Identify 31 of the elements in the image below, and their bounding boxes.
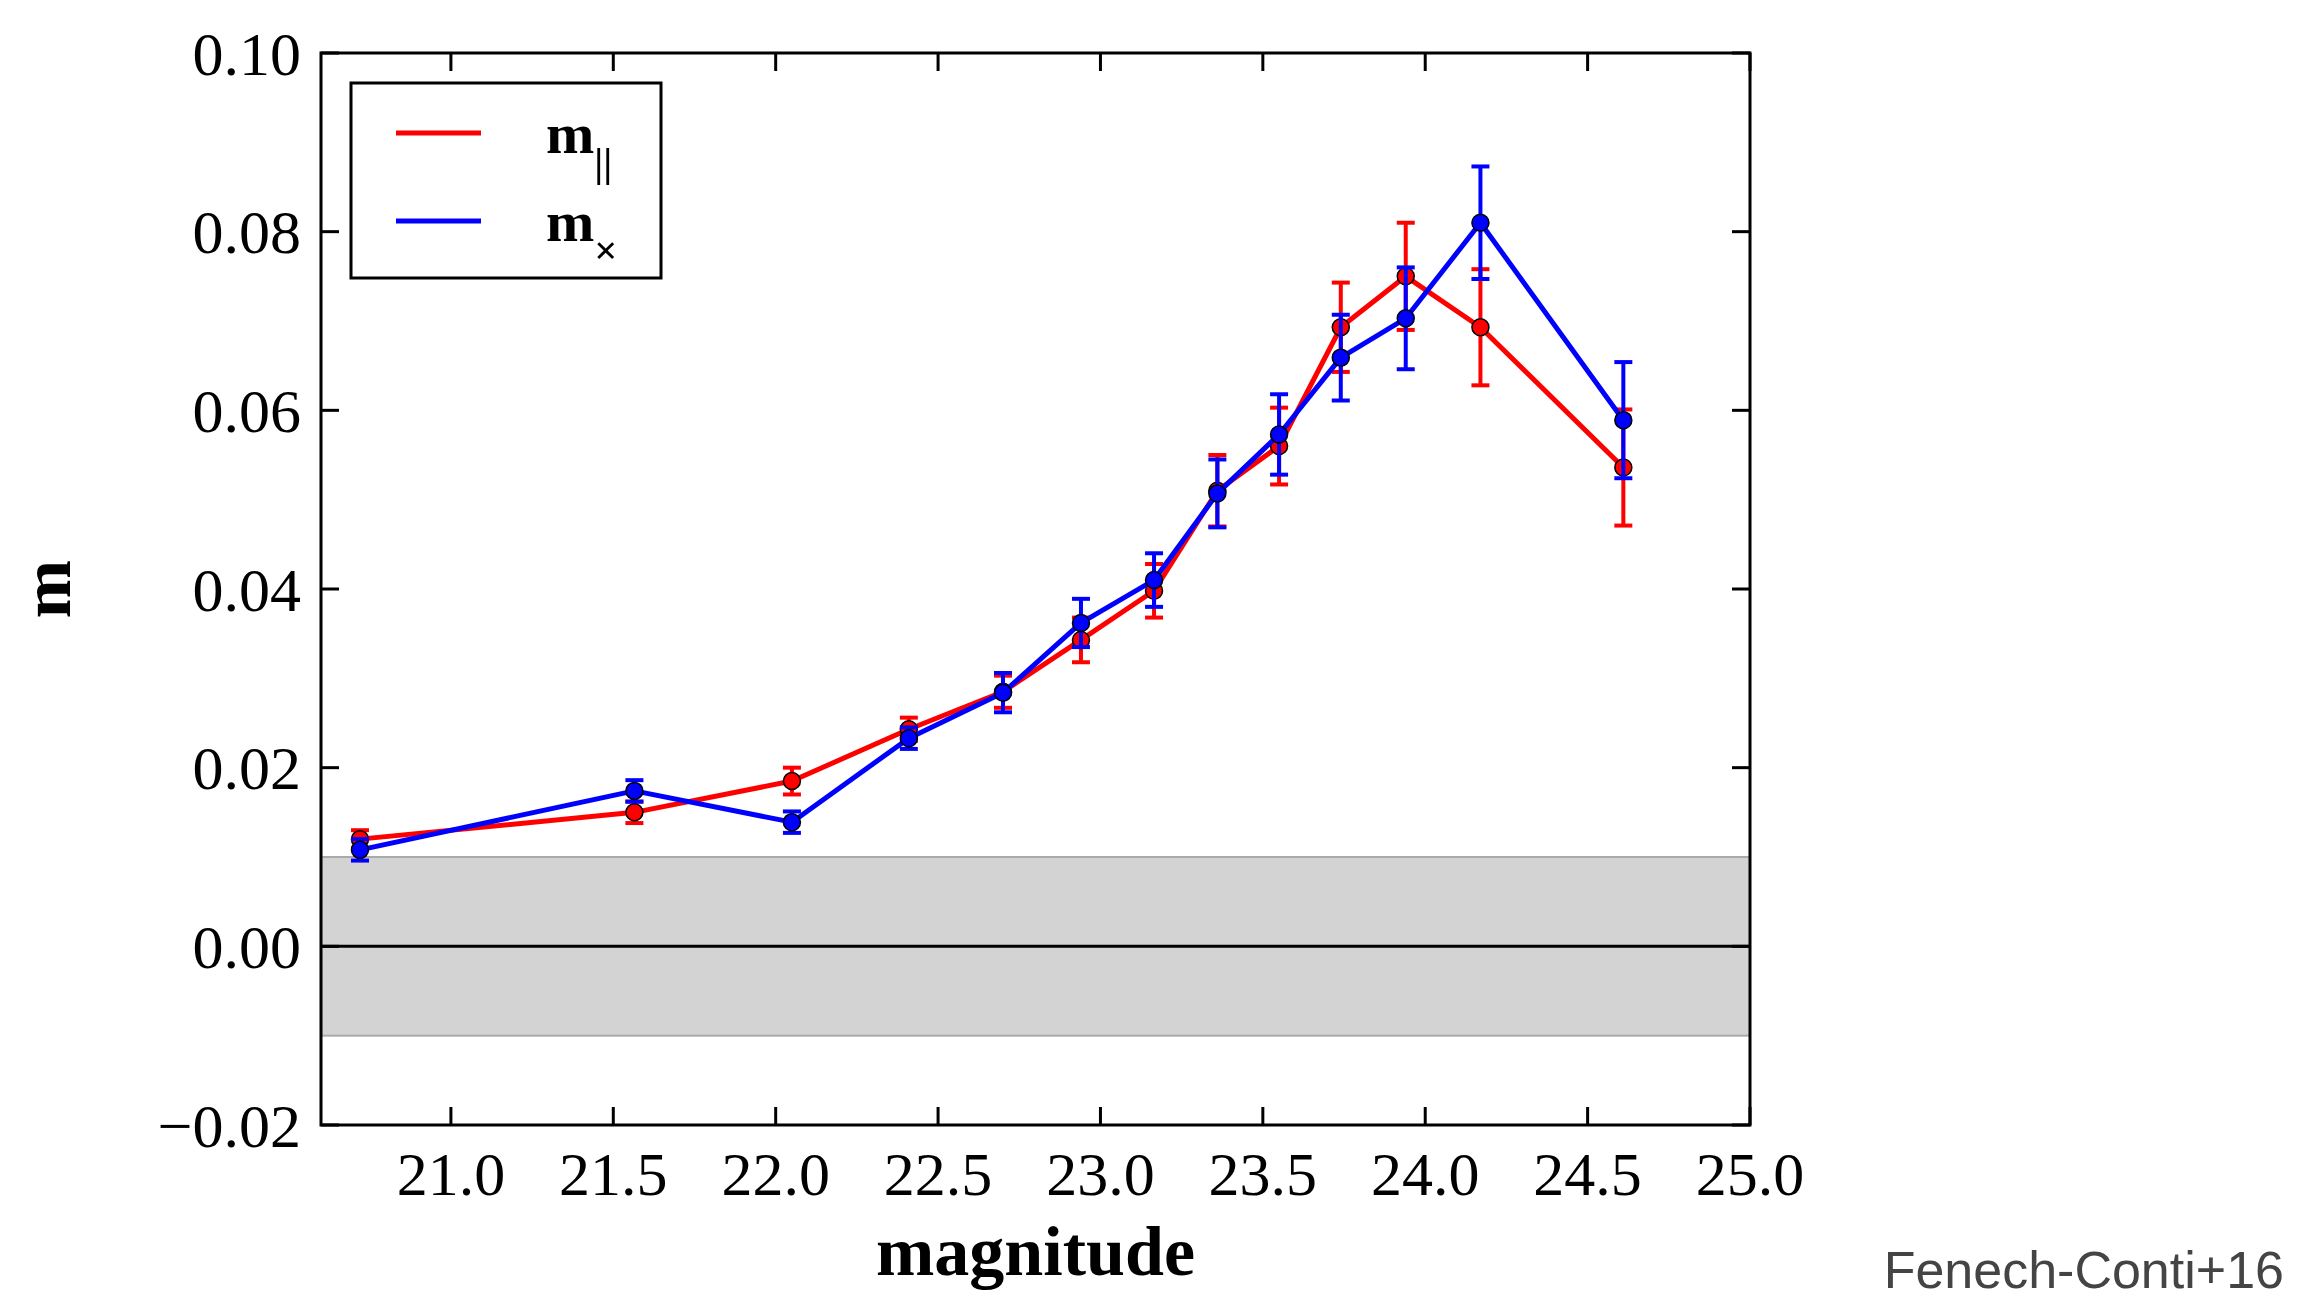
point	[1614, 410, 1633, 430]
y-tick-label: 0.02	[192, 734, 301, 803]
y-tick-label: 0.08	[192, 198, 301, 267]
y-tick-label: −0.02	[157, 1091, 301, 1160]
point	[1471, 213, 1490, 232]
x-tick-label: 22.0	[721, 1140, 830, 1208]
point	[782, 771, 802, 791]
legend-label: m$_{||}$	[546, 101, 613, 185]
point	[1144, 570, 1164, 590]
point	[1331, 348, 1351, 367]
x-tick-label: 24.0	[1370, 1140, 1480, 1208]
x-tick-label: 21.5	[559, 1140, 668, 1208]
point	[1396, 309, 1415, 328]
legend-label: m$_{×}$	[546, 189, 618, 273]
point	[1071, 613, 1091, 633]
y-tick-label: 0.06	[192, 377, 301, 446]
x-tick-label: 21.0	[396, 1140, 506, 1208]
y-tick-label: 0.10	[192, 19, 301, 88]
text: Fenech-Conti+16	[1883, 1241, 2284, 1299]
point	[1471, 318, 1490, 337]
x-tick-label: 24.5	[1533, 1140, 1642, 1208]
x-axis-title: magnitude	[876, 1213, 1195, 1290]
x-tick-label: 22.5	[883, 1140, 993, 1208]
point	[625, 803, 644, 822]
x-tick-label: 23.5	[1208, 1140, 1318, 1208]
y-tick-label: 0.00	[192, 913, 301, 982]
x-tick-label: 23.0	[1046, 1140, 1155, 1208]
x-tick-label: 25.0	[1695, 1140, 1805, 1208]
point	[1269, 425, 1289, 444]
y-axis-title: m	[8, 559, 85, 619]
y-tick-label: 0.04	[192, 555, 301, 624]
